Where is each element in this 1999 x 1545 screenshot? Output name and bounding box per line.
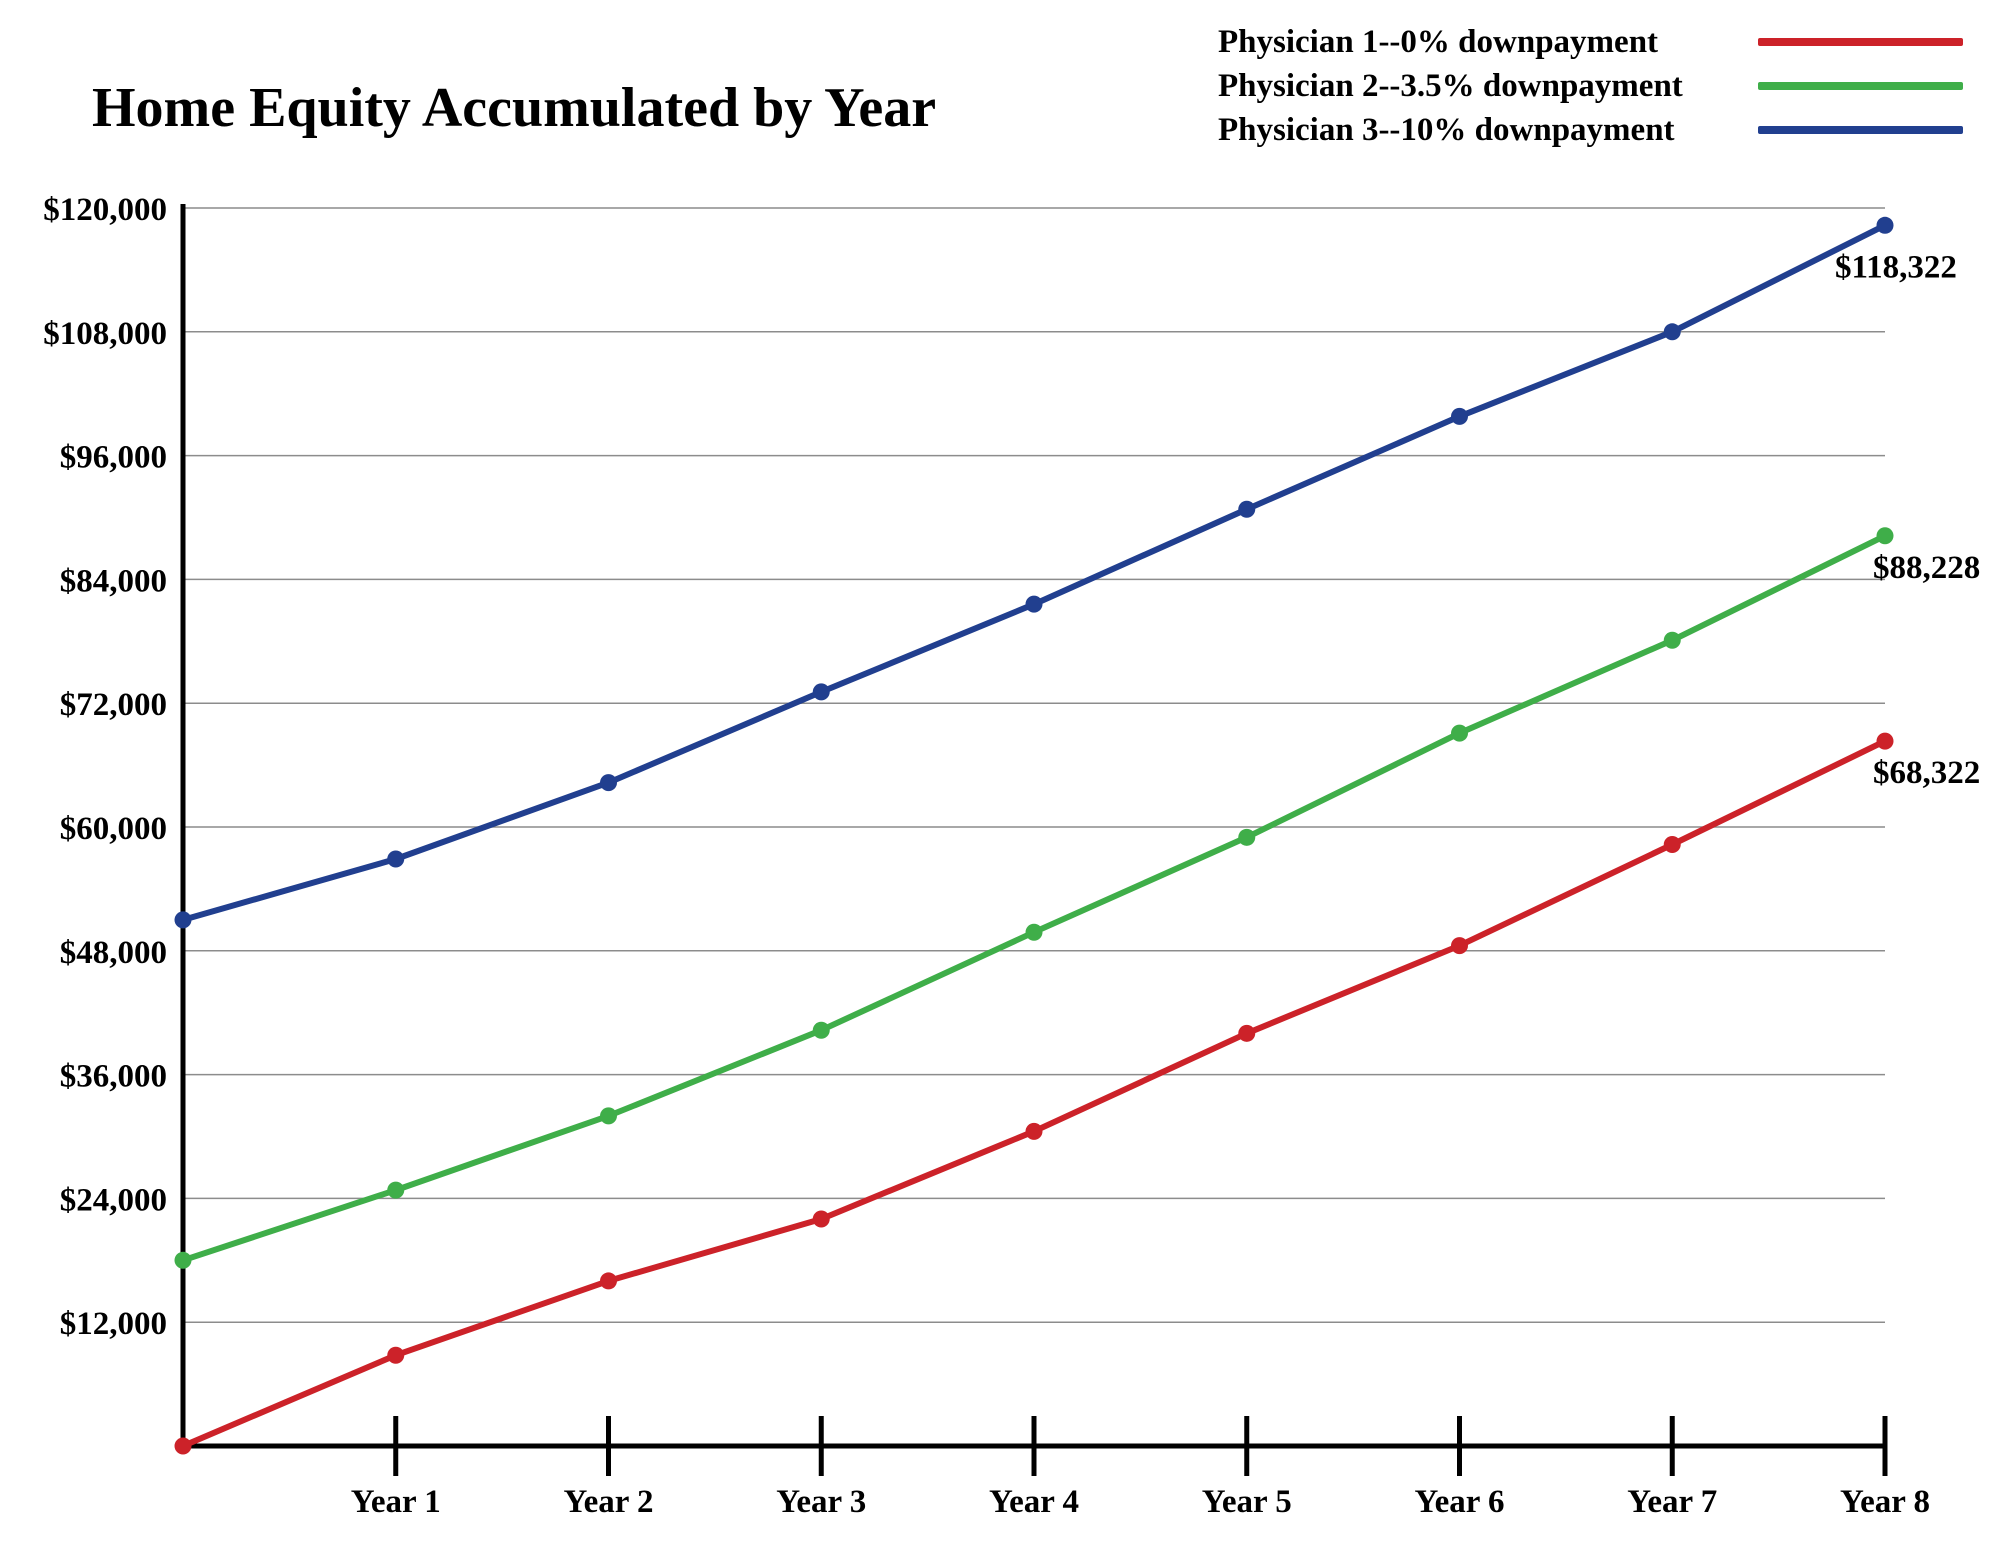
legend-item-physician-1: Physician 1--0% downpayment: [1218, 20, 1978, 64]
legend-item-physician-3: Physician 3--10% downpayment: [1218, 108, 1978, 152]
data-point: [1451, 937, 1468, 955]
legend: Physician 1--0% downpayment Physician 2-…: [1218, 20, 1978, 152]
data-point: [387, 1181, 405, 1199]
legend-swatch: [1758, 82, 1963, 90]
data-point: [600, 1272, 617, 1290]
legend-swatch: [1758, 38, 1963, 46]
data-point: [1663, 323, 1681, 341]
data-point: [1025, 923, 1043, 941]
y-tick-label: $120,000: [43, 192, 167, 228]
x-tick-label: Year 8: [1840, 1484, 1930, 1520]
data-point: [1451, 724, 1468, 742]
data-point: [1876, 732, 1894, 750]
y-tick-label: $48,000: [60, 935, 167, 971]
x-tick-label: Year 1: [351, 1484, 441, 1520]
data-point: [1238, 1024, 1256, 1042]
data-label: $118,322: [1835, 249, 1957, 285]
x-tick-label: Year 5: [1202, 1484, 1292, 1520]
chart-title: Home Equity Accumulated by Year: [92, 77, 937, 139]
x-tick-label: Year 4: [989, 1484, 1079, 1520]
data-point: [174, 1437, 192, 1455]
y-tick-label: $72,000: [60, 687, 167, 723]
x-tick-label: Year 6: [1414, 1484, 1504, 1520]
data-label: $88,228: [1873, 550, 1980, 586]
y-tick-label: $96,000: [60, 440, 167, 476]
data-point: [174, 911, 192, 929]
data-point: [1025, 1122, 1043, 1140]
series-line: [180, 222, 1888, 923]
y-tick-label: $108,000: [43, 316, 167, 352]
legend-label: Physician 1--0% downpayment: [1218, 23, 1659, 60]
data-point: [812, 1210, 830, 1228]
data-point: [1451, 407, 1468, 425]
data-point: [1025, 595, 1043, 613]
data-point: [387, 850, 405, 868]
data-point: [174, 1251, 192, 1269]
data-point: [1663, 631, 1681, 649]
data-point: [1238, 828, 1256, 846]
data-point: [812, 1021, 830, 1039]
legend-item-physician-2: Physician 2--3.5% downpayment: [1218, 64, 1978, 108]
legend-label: Physician 2--3.5% downpayment: [1218, 67, 1683, 104]
data-label: $68,322: [1873, 755, 1980, 791]
x-tick-label: Year 2: [563, 1484, 653, 1520]
x-tick-label: Year 3: [776, 1484, 866, 1520]
data-point: [812, 683, 830, 701]
legend-label: Physician 3--10% downpayment: [1218, 111, 1675, 148]
data-point: [1663, 836, 1681, 854]
data-point: [387, 1346, 405, 1364]
y-tick-label: $24,000: [60, 1182, 167, 1218]
y-tick-label: $36,000: [60, 1059, 167, 1095]
y-tick-label: $84,000: [60, 563, 167, 599]
data-point: [600, 1107, 617, 1125]
data-point: [1238, 500, 1256, 518]
data-point: [1876, 216, 1894, 234]
series-line: [180, 532, 1888, 1264]
y-tick-label: $60,000: [60, 811, 167, 847]
data-point: [1876, 527, 1894, 545]
legend-swatch: [1758, 126, 1963, 134]
data-point: [600, 774, 617, 792]
y-tick-label: $12,000: [60, 1306, 167, 1342]
x-tick-label: Year 7: [1627, 1484, 1717, 1520]
